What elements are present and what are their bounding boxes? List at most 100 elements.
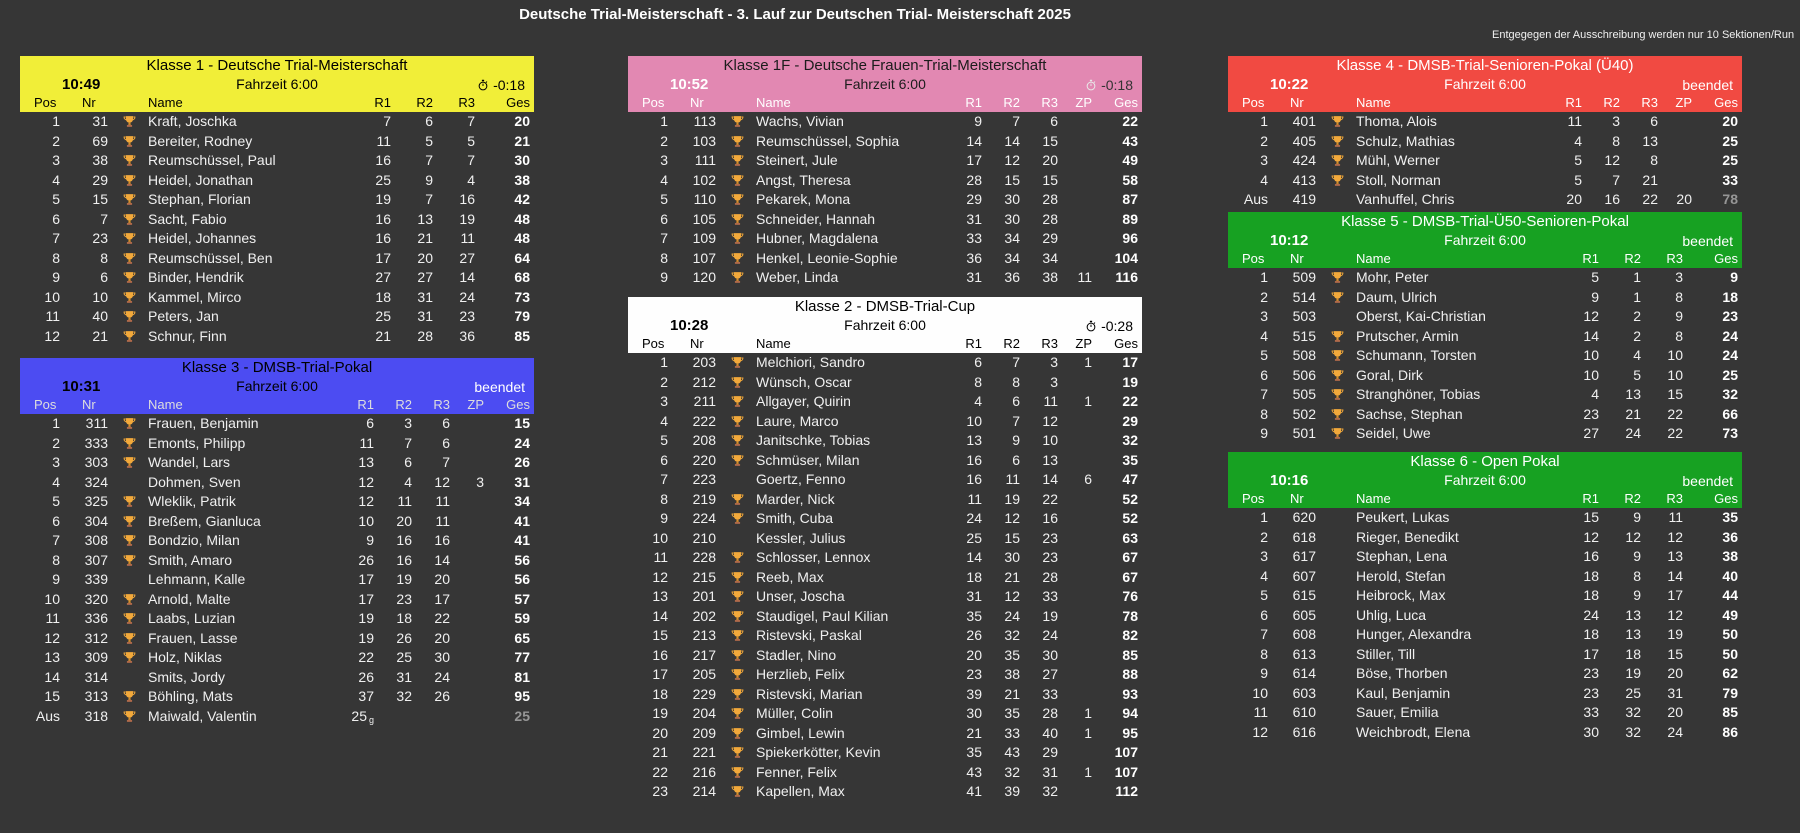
round2-score: 13 — [1625, 626, 1641, 642]
round1-score: 5 — [1591, 269, 1599, 285]
round2-score: 8 — [1612, 132, 1620, 149]
result-row: 22 216 Fenner, Felix 43 32 31 1 107 — [628, 763, 1142, 783]
round3-score: 11 — [435, 493, 450, 509]
icon-placeholder — [1324, 703, 1350, 723]
trophy-icon — [116, 609, 142, 629]
round1-score: 39 — [966, 685, 982, 702]
class-title: Klasse 6 - Open Pokal — [1410, 453, 1560, 470]
round3-score: 34 — [1042, 249, 1058, 266]
position: 11 — [45, 610, 60, 626]
round1-score: 33 — [1583, 704, 1599, 720]
trophy-icon — [724, 490, 750, 510]
round3-score: 27 — [1042, 666, 1058, 682]
table-header: Klasse 1 - Deutsche Trial-Meisterschaft … — [20, 56, 534, 112]
start-number: 228 — [692, 549, 716, 565]
round1-score: 17 — [358, 590, 374, 607]
trophy-icon — [724, 587, 750, 607]
result-row: 3 38 Reumschüssel, Paul 16 7 7 30 — [20, 151, 534, 171]
result-row: 13 201 Unser, Joscha 31 12 33 76 — [628, 587, 1142, 607]
round2-score: 19 — [1625, 665, 1641, 681]
round2-score: 34 — [1004, 249, 1020, 266]
column-header-zp: ZP — [1075, 95, 1092, 110]
result-row: Aus 419 Vanhuffel, Chris 20 16 22 20 78 — [1228, 190, 1742, 210]
position: 11 — [1253, 704, 1268, 720]
total-score: 20 — [1722, 113, 1738, 129]
round1-score: 16 — [966, 451, 982, 468]
result-row: 6 220 Schmüser, Milan 16 6 13 35 — [628, 451, 1142, 471]
rider-name: Böhling, Mats — [148, 688, 233, 704]
rider-name: Gimbel, Lewin — [756, 724, 845, 741]
round1-score: 18 — [1583, 587, 1599, 603]
round3-score: 17 — [434, 590, 450, 607]
zp-score: 3 — [476, 473, 484, 490]
round3-score: 3 — [1050, 373, 1058, 390]
result-row: 7 23 Heidel, Johannes 16 21 11 48 — [20, 229, 534, 249]
result-row: 4 515 Prutscher, Armin 14 2 8 24 — [1228, 327, 1742, 347]
column-headers: Pos Nr Name R1 R2 R3 ZP Ges — [628, 335, 1142, 353]
start-number: 618 — [1292, 528, 1316, 545]
start-number: 303 — [84, 454, 108, 470]
round2-score: 15 — [1004, 171, 1020, 188]
results-body: 1 203 Melchiori, Sandro 6 7 3 1 17 2 212 Wünsch, O… — [628, 353, 1142, 802]
round3-score: 33 — [1042, 588, 1058, 604]
zp-score — [454, 570, 488, 590]
icon-placeholder — [1324, 684, 1350, 704]
total-score: 25 — [1722, 132, 1738, 149]
class-table-klasse1: Klasse 1 - Deutsche Trial-Meisterschaft … — [20, 56, 534, 346]
round1-score: 9 — [366, 532, 374, 548]
result-row: 2 514 Daum, Ulrich 9 1 8 18 — [1228, 288, 1742, 308]
zp-score — [454, 453, 488, 473]
column-header-r1: R1 — [1582, 491, 1599, 506]
round1-score: 26 — [358, 668, 374, 685]
position: 8 — [1260, 405, 1268, 422]
round3-score: 9 — [1675, 308, 1683, 324]
position: 2 — [660, 373, 668, 390]
position: 4 — [660, 171, 668, 188]
round2-score: 25 — [396, 649, 412, 665]
rider-name: Schumann, Torsten — [1356, 347, 1477, 363]
total-score: 52 — [1122, 490, 1138, 507]
round3-score: 24 — [1667, 723, 1683, 740]
round1-score: 35 — [966, 607, 982, 624]
page-title: Deutsche Trial-Meisterschaft - 3. Lauf z… — [519, 6, 1071, 23]
round3-score: 22 — [1642, 191, 1658, 207]
start-number: 222 — [692, 412, 716, 429]
round3-score: 6 — [1650, 113, 1658, 129]
position: 6 — [660, 451, 668, 468]
trophy-icon — [116, 512, 142, 532]
start-number: 339 — [84, 571, 108, 587]
result-row: 6 304 Breßem, Gianluca 10 20 11 41 — [20, 512, 534, 532]
round3-score: 6 — [442, 415, 450, 431]
position: 2 — [52, 132, 60, 149]
rider-name: Reeb, Max — [756, 568, 824, 585]
total-score: 24 — [1722, 347, 1738, 363]
trophy-icon — [116, 531, 142, 551]
round1-score: 16 — [1583, 548, 1599, 564]
result-row: 1 203 Melchiori, Sandro 6 7 3 1 17 — [628, 353, 1142, 373]
start-number: 21 — [92, 327, 108, 344]
announcement-note: Entgegegen der Ausschreibung werden nur … — [1492, 29, 1795, 41]
total-score: 77 — [514, 649, 530, 665]
table-meta-row: 10:22 Fahrzeit 6:00 beendet — [1228, 75, 1742, 94]
total-score: 25 — [514, 707, 530, 724]
trophy-icon — [724, 229, 750, 249]
start-number: 205 — [692, 666, 716, 682]
result-row: 11 336 Laabs, Luzian 19 18 22 59 — [20, 609, 534, 629]
trophy-icon — [724, 724, 750, 744]
round3-score: 20 — [434, 629, 450, 646]
start-number: 615 — [1292, 587, 1316, 603]
round3-score: 31 — [1667, 684, 1683, 701]
round2-score: 2 — [1633, 327, 1641, 344]
position: 14 — [652, 607, 668, 624]
round3-score: 14 — [1667, 567, 1683, 584]
rider-name: Schlosser, Lennox — [756, 549, 871, 565]
position: 7 — [52, 532, 60, 548]
total-score: 59 — [514, 610, 530, 626]
column-header-name: Name — [1356, 251, 1391, 266]
round1-score: 4 — [1574, 132, 1582, 149]
round2-score: 31 — [417, 288, 433, 305]
total-score: 63 — [1122, 529, 1138, 546]
position: 4 — [660, 412, 668, 429]
position: 3 — [660, 152, 668, 168]
position: 8 — [660, 490, 668, 507]
